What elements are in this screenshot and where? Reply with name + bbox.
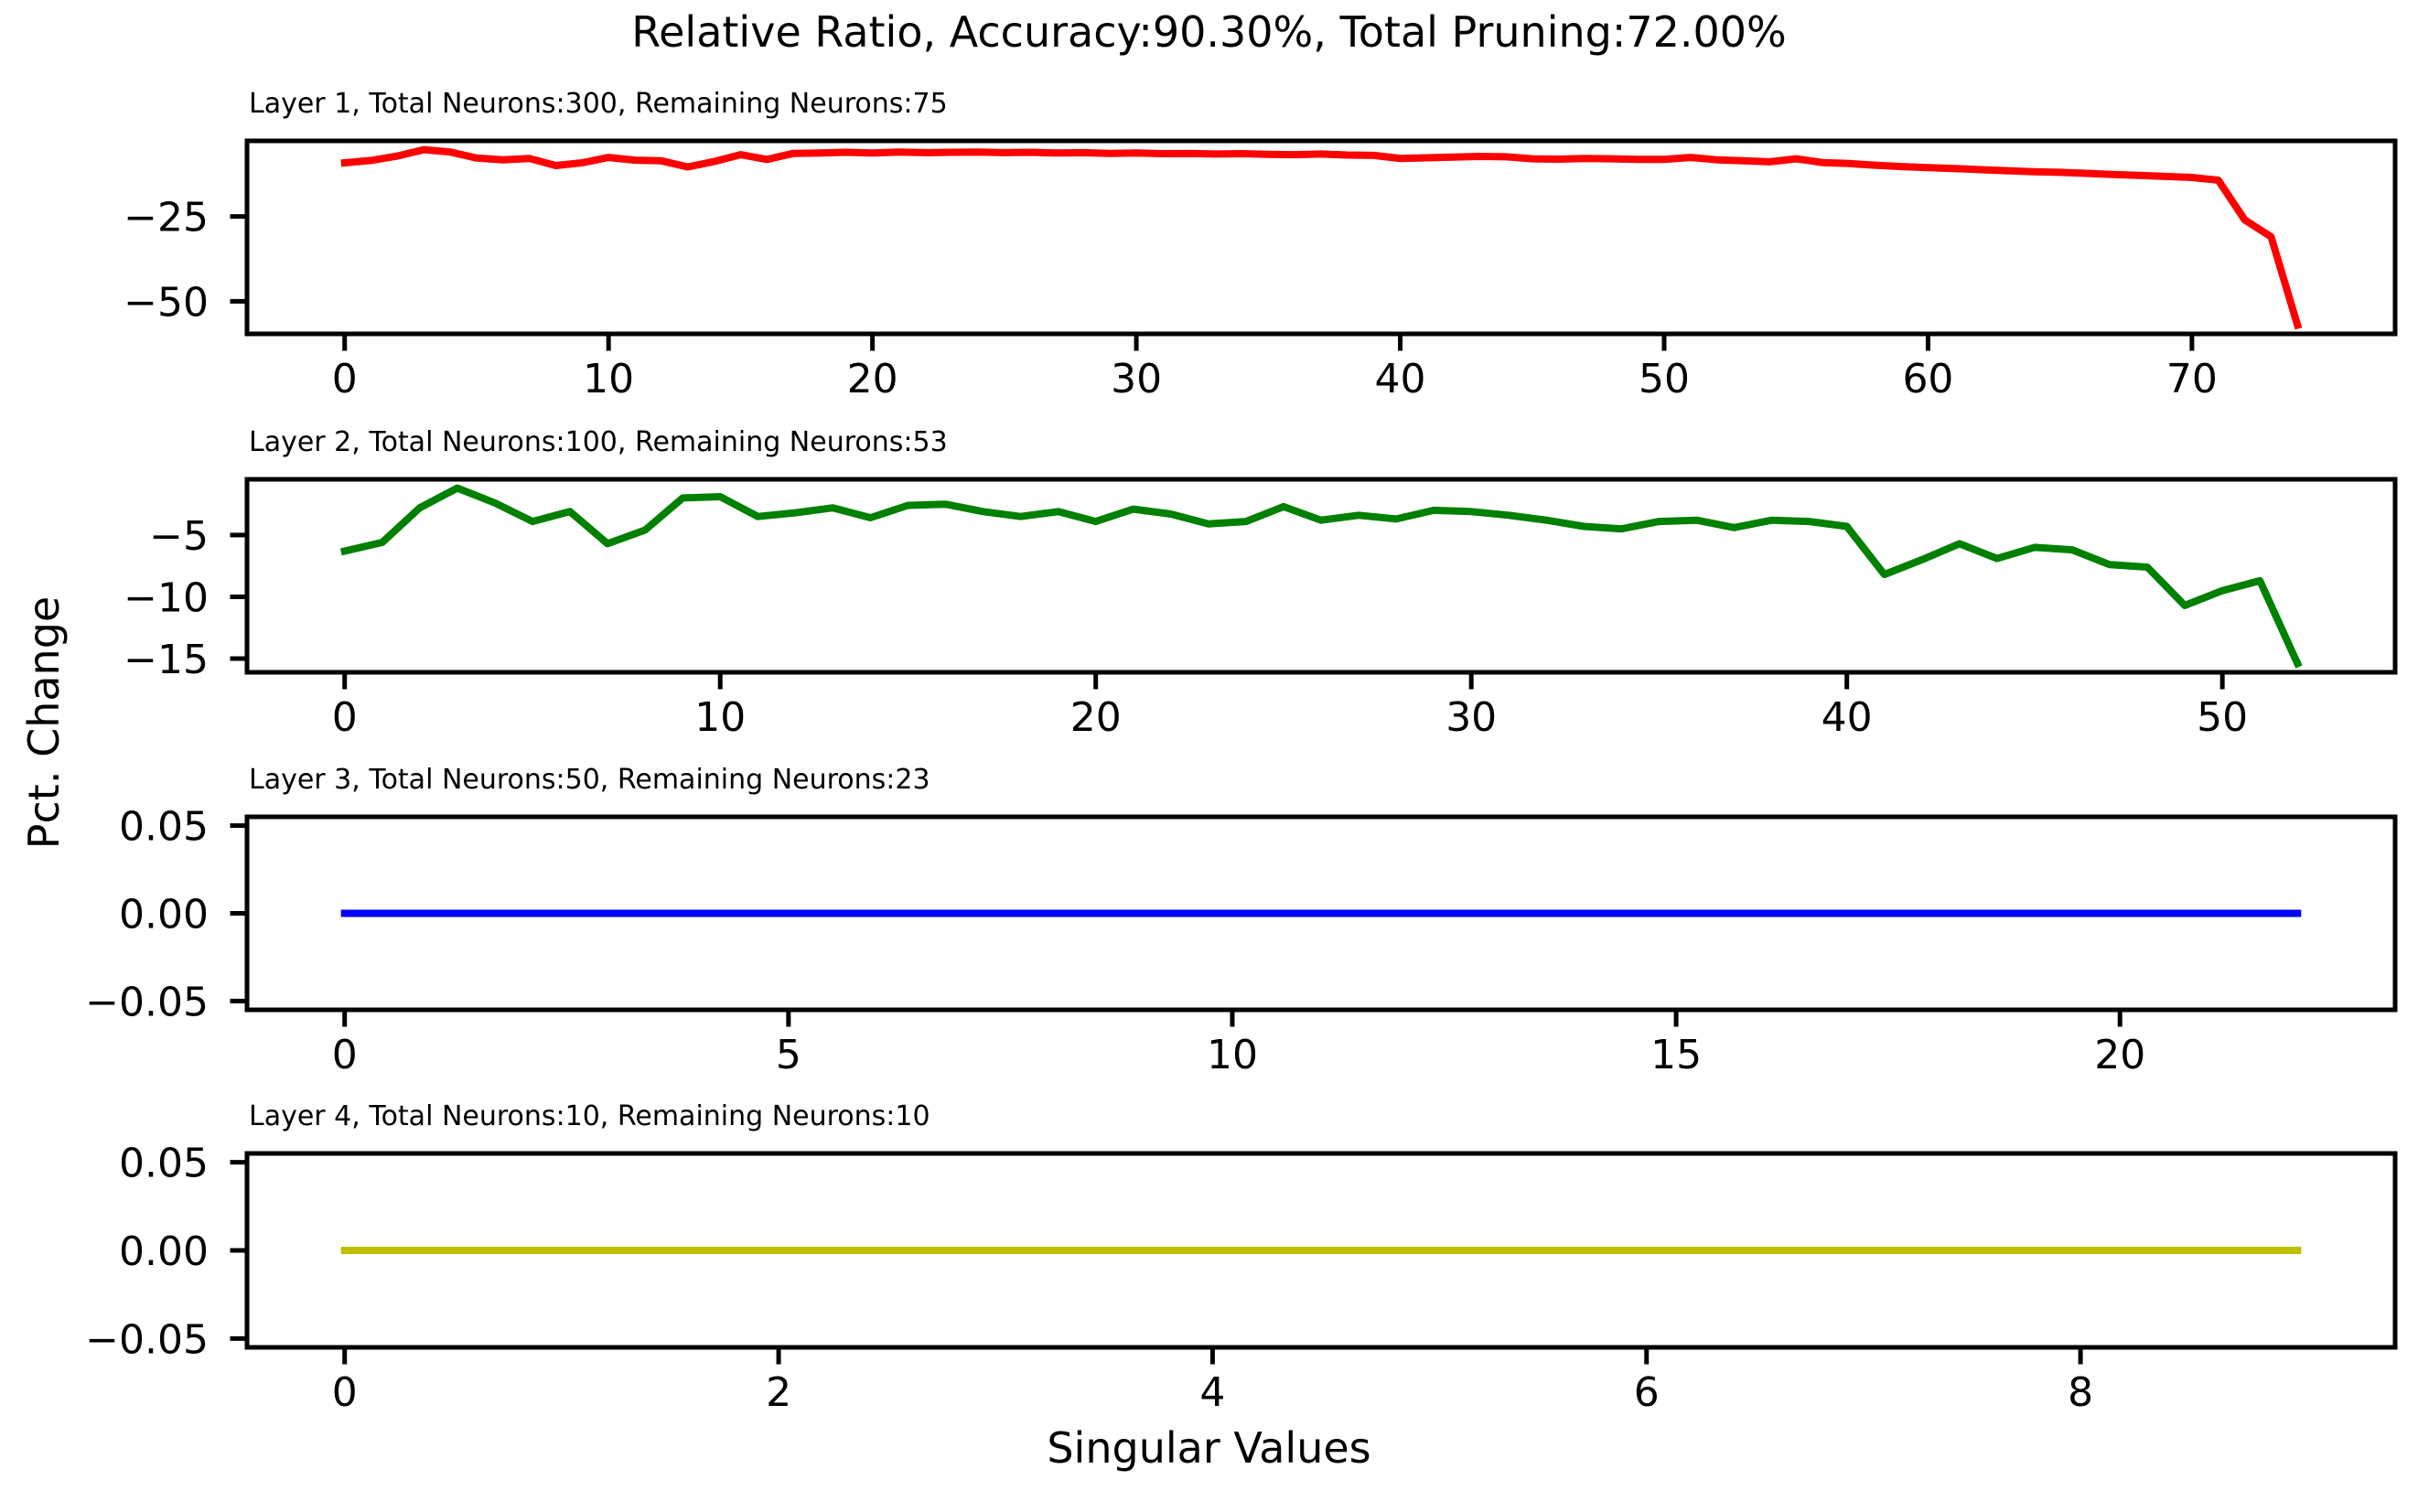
x-tick-label: 0 [332, 1369, 358, 1416]
x-tick-label: 2 [766, 1369, 791, 1416]
x-tick-label: 15 [1650, 1032, 1702, 1078]
x-tick-label: 40 [1375, 356, 1426, 402]
x-tick-label: 50 [2197, 694, 2248, 741]
subplot-4-title: Layer 4, Total Neurons:10, Remaining Neu… [249, 1100, 930, 1132]
x-tick-label: 20 [2094, 1032, 2145, 1078]
subplot-4-frame [244, 1151, 2398, 1350]
y-tick-label: −50 [124, 279, 209, 326]
y-tick-label: −25 [124, 195, 209, 241]
y-tick-label: −0.05 [85, 1316, 209, 1363]
x-tick-label: 30 [1111, 356, 1162, 402]
x-tick-label: 0 [332, 1032, 358, 1078]
x-tick-label: 50 [1639, 356, 1690, 402]
y-tick-label: −0.05 [85, 979, 209, 1025]
layer-1-line [340, 145, 2303, 330]
subplot-2-frame [244, 477, 2398, 675]
x-tick-label: 6 [1634, 1369, 1660, 1416]
subplot-3-frame [244, 814, 2398, 1013]
subplot-2-title: Layer 2, Total Neurons:100, Remaining Ne… [249, 426, 948, 458]
x-tick-label: 5 [776, 1032, 801, 1078]
x-tick-label: 40 [1822, 694, 1873, 741]
y-tick-label: −10 [124, 574, 209, 621]
x-tick-label: 4 [1199, 1369, 1225, 1416]
y-tick-label: 0.05 [119, 1141, 209, 1187]
x-tick-label: 70 [2166, 356, 2218, 402]
x-tick-label: 60 [1902, 356, 1953, 402]
x-tick-label: 0 [332, 356, 358, 402]
figure-title: Relative Ratio, Accuracy:90.30%, Total P… [631, 7, 1787, 57]
x-tick-label: 20 [847, 356, 898, 402]
x-axis-label: Singular Values [1047, 1423, 1371, 1473]
subplot-3-title: Layer 3, Total Neurons:50, Remaining Neu… [249, 764, 930, 796]
layer-2-line [339, 484, 2303, 669]
x-tick-label: 10 [1207, 1032, 1258, 1078]
y-tick-label: −5 [149, 513, 209, 560]
y-tick-label: 0.00 [119, 1228, 209, 1275]
y-tick-label: 0.05 [119, 804, 209, 851]
subplot-1-title: Layer 1, Total Neurons:300, Remaining Ne… [249, 88, 948, 120]
x-tick-label: 8 [2068, 1369, 2093, 1416]
x-tick-label: 0 [332, 694, 358, 741]
x-tick-label: 30 [1445, 694, 1497, 741]
x-tick-label: 10 [583, 356, 634, 402]
y-tick-label: 0.00 [119, 892, 209, 938]
y-tick-label: −15 [124, 637, 209, 683]
x-tick-label: 20 [1070, 694, 1122, 741]
subplot-1-frame [244, 138, 2398, 337]
x-tick-label: 10 [694, 694, 746, 741]
